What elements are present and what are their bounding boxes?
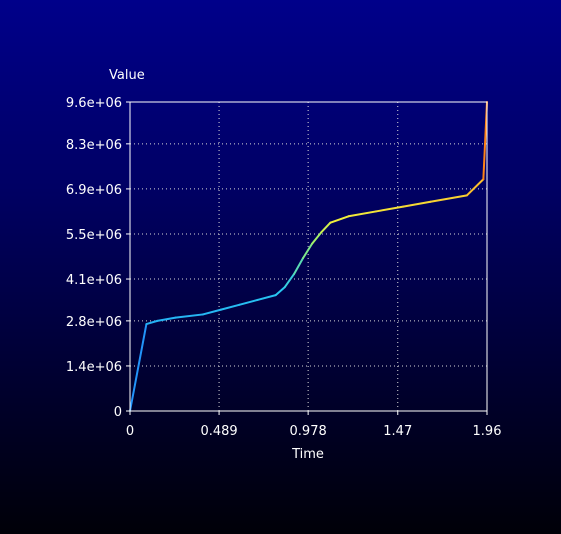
x-tick-label: 1.47 (383, 424, 412, 439)
series-segment (482, 101, 488, 181)
y-tick-label: 1.4e+06 (66, 360, 122, 375)
y-tick-label: 5.5e+06 (66, 228, 122, 243)
series-segment (347, 210, 377, 218)
series-segment (302, 242, 314, 260)
x-tick-label: 0 (126, 424, 134, 439)
series-segment (238, 298, 259, 306)
series-segment (465, 178, 485, 197)
series-segment (374, 205, 405, 213)
y-tick-label: 2.8e+06 (66, 315, 122, 330)
plot-frame (129, 101, 488, 412)
series-segment (156, 316, 177, 322)
axes (126, 101, 488, 415)
y-tick-label: 0 (114, 405, 122, 420)
series-segment (329, 215, 350, 224)
x-axis-label: Time (291, 447, 324, 462)
series-segment (220, 303, 241, 311)
tick-labels: 0 0.489 0.978 1.47 1.96 0 1.4e+06 2.8e+06 4.1e+0… (66, 96, 502, 439)
series-segment (292, 257, 305, 276)
series-segment (311, 231, 323, 245)
y-axis-label: Value (109, 68, 145, 83)
series-segment (201, 308, 223, 316)
y-tick-label: 4.1e+06 (66, 273, 122, 288)
series-segment (320, 221, 332, 234)
series-segment (274, 286, 286, 297)
x-tick-label: 1.96 (473, 424, 502, 439)
series-segment (129, 323, 148, 412)
series-segment (429, 194, 468, 203)
series-segment (174, 313, 204, 319)
x-tick-label: 0.489 (200, 424, 237, 439)
series-line (129, 101, 488, 412)
series-segment (283, 273, 295, 289)
y-tick-label: 6.9e+06 (66, 183, 122, 198)
y-tick-label: 8.3e+06 (66, 138, 122, 153)
series-segment (145, 319, 159, 326)
x-tick-label: 0.978 (290, 424, 327, 439)
grid-lines (130, 102, 487, 411)
series-segment (402, 200, 432, 208)
series-segment (256, 294, 277, 301)
y-tick-label: 9.6e+06 (66, 96, 122, 111)
